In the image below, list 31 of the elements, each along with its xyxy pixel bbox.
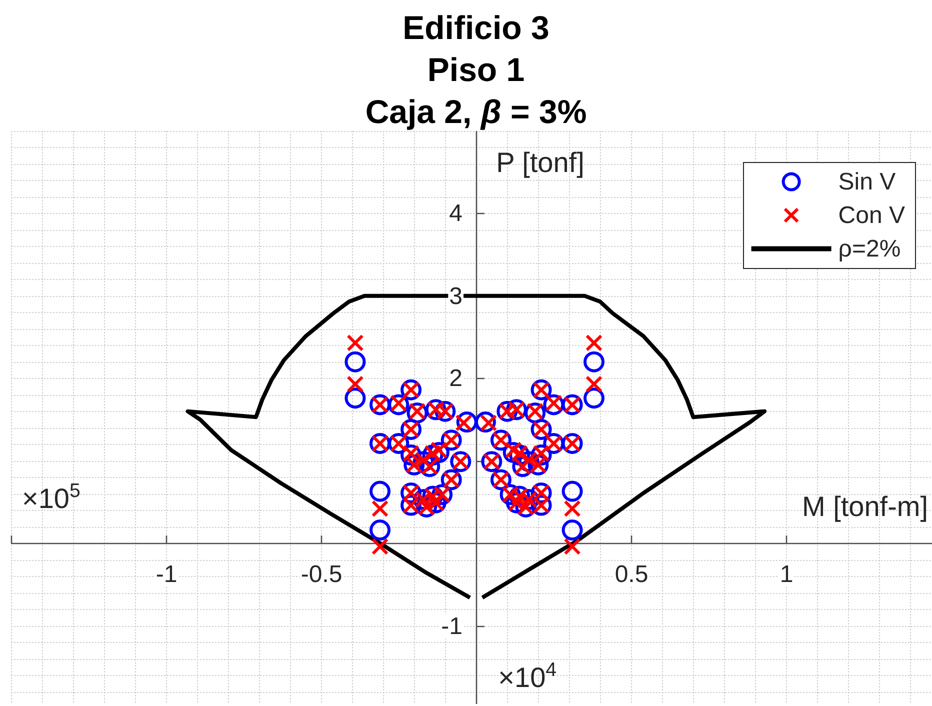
x-tick-label: 0.5 bbox=[614, 561, 648, 588]
point bbox=[371, 538, 389, 556]
point bbox=[585, 334, 603, 352]
point bbox=[371, 500, 389, 518]
point bbox=[344, 351, 366, 372]
x-tick-label: -0.5 bbox=[300, 561, 342, 588]
y-tick-label: 2 bbox=[449, 365, 462, 392]
point bbox=[564, 538, 581, 556]
point bbox=[370, 520, 391, 541]
point bbox=[564, 500, 581, 518]
point bbox=[346, 334, 364, 352]
legend-label: ρ=2% bbox=[838, 235, 901, 262]
point bbox=[562, 480, 583, 502]
point bbox=[583, 351, 604, 372]
x-axis-title: M [tonf-m] bbox=[802, 491, 928, 524]
legend-label: Sin V bbox=[838, 168, 896, 196]
point bbox=[480, 414, 498, 432]
y-tick-label: 3 bbox=[449, 283, 462, 310]
x-tick-label: 1 bbox=[780, 561, 794, 588]
point bbox=[370, 480, 391, 502]
x-tick-label: -1 bbox=[156, 561, 178, 588]
annotation: ×10$^{5}$ bbox=[22, 480, 80, 516]
y-axis-title: P [tonf] bbox=[496, 147, 584, 180]
chart-title: Edificio 3 Piso 1 Caja 2, β = 3% bbox=[365, 8, 587, 132]
point bbox=[562, 520, 583, 541]
point bbox=[346, 376, 364, 393]
legend-label: Con V bbox=[838, 202, 905, 229]
point bbox=[585, 376, 603, 393]
annotation: ×10$^{4}$ bbox=[498, 659, 557, 694]
y-tick-label: 4 bbox=[449, 200, 462, 228]
y-tick-label: -1 bbox=[441, 613, 462, 640]
